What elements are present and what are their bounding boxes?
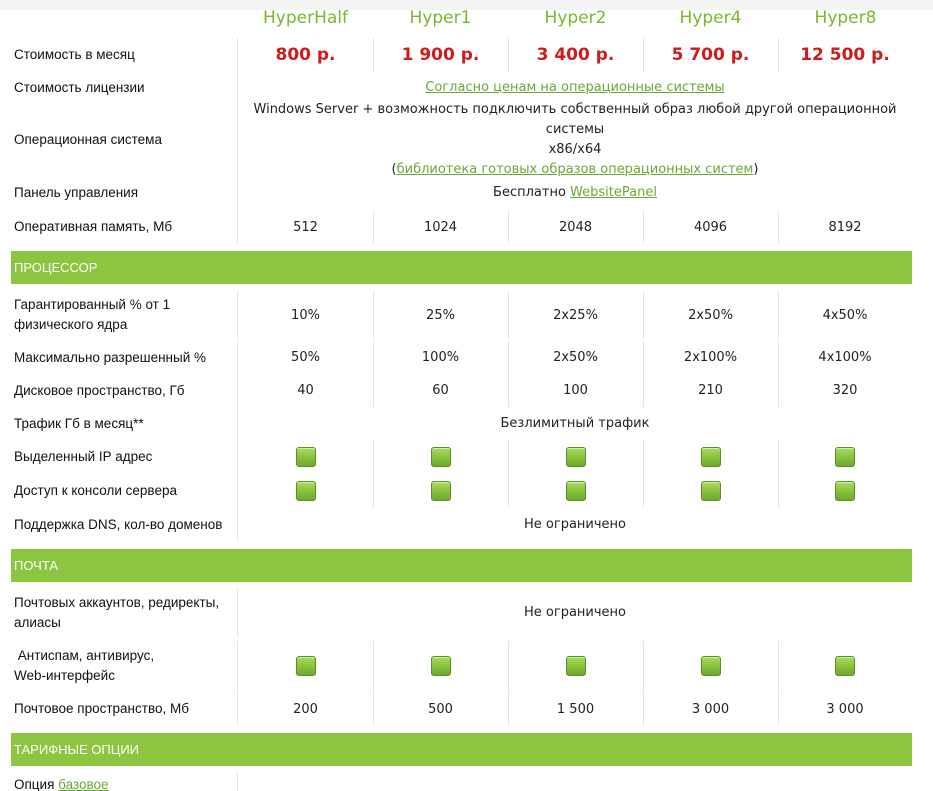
- plan-hyper8: Hyper8: [814, 8, 877, 28]
- section-mail: ПОЧТА: [11, 549, 912, 582]
- row-label: Доступ к консоли сервера: [14, 483, 177, 498]
- row-os: Операционная система Windows Server + во…: [11, 102, 912, 177]
- disk-value: 60: [432, 383, 449, 398]
- check-icon: [835, 481, 855, 501]
- check-icon: [835, 447, 855, 467]
- license-link[interactable]: Согласно ценам на операционные системы: [425, 80, 725, 95]
- top-strip: [0, 0, 933, 10]
- price-value: 800 р.: [275, 45, 336, 65]
- check-icon: [700, 447, 721, 467]
- plans-header: HyperHalf Hyper1 Hyper2 Hyper4 Hyper8: [11, 6, 912, 36]
- plan-hyperhalf: HyperHalf: [263, 8, 348, 28]
- check-icon: [430, 656, 451, 676]
- max-value: 2x100%: [683, 350, 738, 365]
- ram-value: 512: [293, 219, 318, 235]
- row-label: Операционная система: [14, 132, 162, 147]
- guaranteed-value: 2x25%: [553, 307, 598, 323]
- row-label: Гарантированный % от 1 физического ядра: [14, 297, 171, 332]
- mail-space-value: 3 000: [826, 701, 864, 717]
- row-label: Опция базовое: [14, 775, 236, 791]
- websitepanel-link[interactable]: WebsitePanel: [570, 185, 657, 200]
- check-icon: [295, 656, 316, 676]
- row-ip: Выделенный IP адрес: [11, 440, 912, 474]
- check-icon: [430, 481, 451, 501]
- plan-hyper4: Hyper4: [679, 8, 742, 28]
- row-max: Максимально разрешенный % 50% 100% 2x50%…: [11, 341, 912, 374]
- price-value: 1 900 р.: [401, 45, 480, 65]
- row-dns: Поддержка DNS, кол-во доменов Не огранич…: [11, 508, 912, 542]
- traffic-value: Безлимитный трафик: [500, 415, 650, 431]
- disk-value: 100: [563, 383, 588, 398]
- row-license: Стоимость лицензии Согласно ценам на опе…: [11, 72, 912, 104]
- row-mail-accounts: Почтовых аккаунтов, редиректы, алиасы Не …: [11, 589, 912, 637]
- section-cpu: ПРОЦЕССОР: [11, 251, 912, 284]
- disk-value: 210: [698, 383, 723, 398]
- ram-value: 4096: [693, 219, 728, 235]
- row-label: Выделенный IP адрес: [14, 449, 153, 464]
- mail-space-value: 500: [428, 701, 453, 717]
- panel-text: Бесплатно: [493, 185, 571, 200]
- check-icon: [565, 656, 586, 676]
- check-icon: [295, 447, 316, 467]
- check-icon: [835, 656, 855, 676]
- option-basic-link[interactable]: базовое: [58, 777, 109, 791]
- row-label: Оперативная память, Мб: [14, 219, 173, 234]
- plan-hyper2: Hyper2: [544, 8, 607, 28]
- ram-value: 1024: [423, 219, 458, 235]
- mail-space-value: 200: [293, 701, 318, 717]
- row-label: Поддержка DNS, кол-во доменов: [14, 517, 223, 532]
- row-ram: Оперативная память, Мб 512 1024 2048 409…: [11, 210, 912, 244]
- mail-space-value: 3 000: [691, 701, 730, 717]
- dns-value: Не ограничено: [524, 517, 626, 532]
- ram-value: 8192: [828, 219, 862, 235]
- max-value: 50%: [291, 350, 320, 365]
- row-label: Почтовых аккаунтов, редиректы, алиасы: [14, 595, 220, 630]
- check-icon: [565, 447, 586, 467]
- row-label: Антиспам, антивирус, Web-интерфейс: [14, 648, 155, 683]
- check-icon: [700, 481, 721, 501]
- plan-hyper1: Hyper1: [409, 8, 472, 28]
- guaranteed-value: 4x50%: [822, 307, 868, 323]
- row-disk: Дисковое пространство, Гб 40 60 100 210 …: [11, 374, 912, 407]
- check-icon: [565, 481, 586, 501]
- row-label: Максимально разрешенный %: [14, 349, 206, 365]
- max-value: 2x50%: [553, 350, 598, 365]
- row-antispam: Антиспам, антивирус, Web-интерфейс: [11, 641, 912, 691]
- os-library-link[interactable]: библиотека готовых образов операционных …: [396, 162, 754, 177]
- max-value: 4x100%: [818, 350, 872, 365]
- guaranteed-value: 25%: [426, 307, 455, 323]
- price-value: 3 400 р.: [536, 45, 615, 65]
- max-value: 100%: [421, 350, 460, 365]
- row-label: Почтовое пространство, Мб: [14, 701, 189, 716]
- disk-value: 320: [832, 383, 858, 398]
- row-guaranteed: Гарантированный % от 1 физического ядра 1…: [11, 291, 912, 339]
- os-text-line1: Windows Server + возможность подключить …: [253, 102, 897, 137]
- check-icon: [295, 481, 316, 501]
- os-library-line: (библиотека готовых образов операционных…: [391, 162, 759, 177]
- row-label: Стоимость лицензии: [14, 80, 145, 95]
- row-label: Дисковое пространство, Гб: [14, 382, 185, 398]
- row-mail-space: Почтовое пространство, Мб 200 500 1 500 …: [11, 692, 912, 726]
- price-value: 5 700 р.: [671, 45, 750, 65]
- row-label: Панель управления: [14, 185, 139, 200]
- ram-value: 2048: [558, 219, 593, 235]
- row-console: Доступ к консоли сервера: [11, 474, 912, 508]
- row-price: Стоимость в месяц 800 р. 1 900 р. 3 400 …: [11, 38, 912, 72]
- mail-accounts-value: Не ограничено: [524, 605, 626, 620]
- section-options: ТАРИФНЫЕ ОПЦИИ: [11, 733, 912, 766]
- price-value: 12 500 р.: [800, 45, 890, 65]
- os-text-line2: x86/x64: [548, 142, 602, 157]
- row-label: Стоимость в месяц: [14, 47, 135, 62]
- row-option: Опция базовое: [11, 772, 912, 791]
- guaranteed-value: 2x50%: [688, 307, 733, 323]
- disk-value: 40: [297, 383, 314, 398]
- row-label: Трафик Гб в месяц**: [14, 415, 144, 431]
- mail-space-value: 1 500: [556, 701, 595, 717]
- row-panel: Панель управления Бесплатно WebsitePanel: [11, 176, 912, 210]
- check-icon: [430, 447, 451, 467]
- check-icon: [700, 656, 721, 676]
- guaranteed-value: 10%: [291, 307, 320, 323]
- row-traffic: Трафик Гб в месяц** Безлимитный трафик: [11, 407, 912, 440]
